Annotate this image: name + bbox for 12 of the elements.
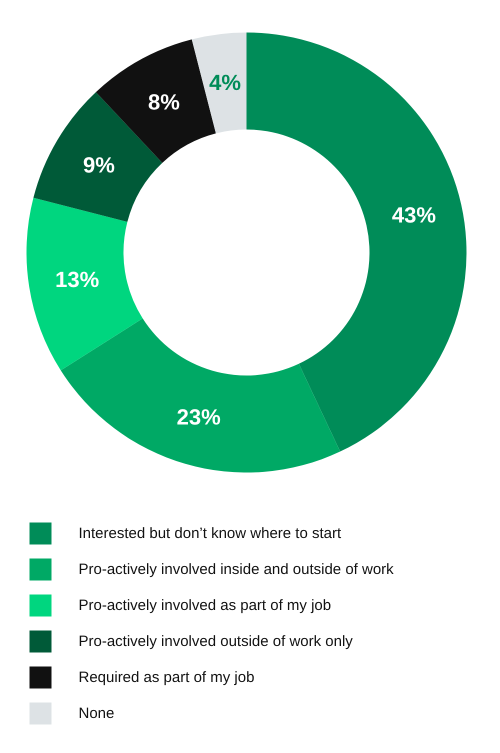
data-label: 9%	[82, 152, 115, 178]
data-label: 23%	[176, 404, 221, 430]
data-label: 13%	[55, 266, 100, 292]
legend-label: Interested but don’t know where to start	[78, 525, 342, 542]
legend-label: None	[78, 705, 114, 722]
data-label: 43%	[392, 202, 436, 228]
data-label: 8%	[148, 90, 180, 115]
legend-label: Pro-actively involved as part of my job	[78, 597, 332, 614]
legend-label: Pro-actively involved inside and outside of work	[78, 561, 394, 578]
data-label: 4%	[209, 70, 241, 95]
legend-label: Required as part of my job	[78, 669, 254, 686]
legend-label: Pro-actively involved outside of work only	[78, 633, 354, 650]
